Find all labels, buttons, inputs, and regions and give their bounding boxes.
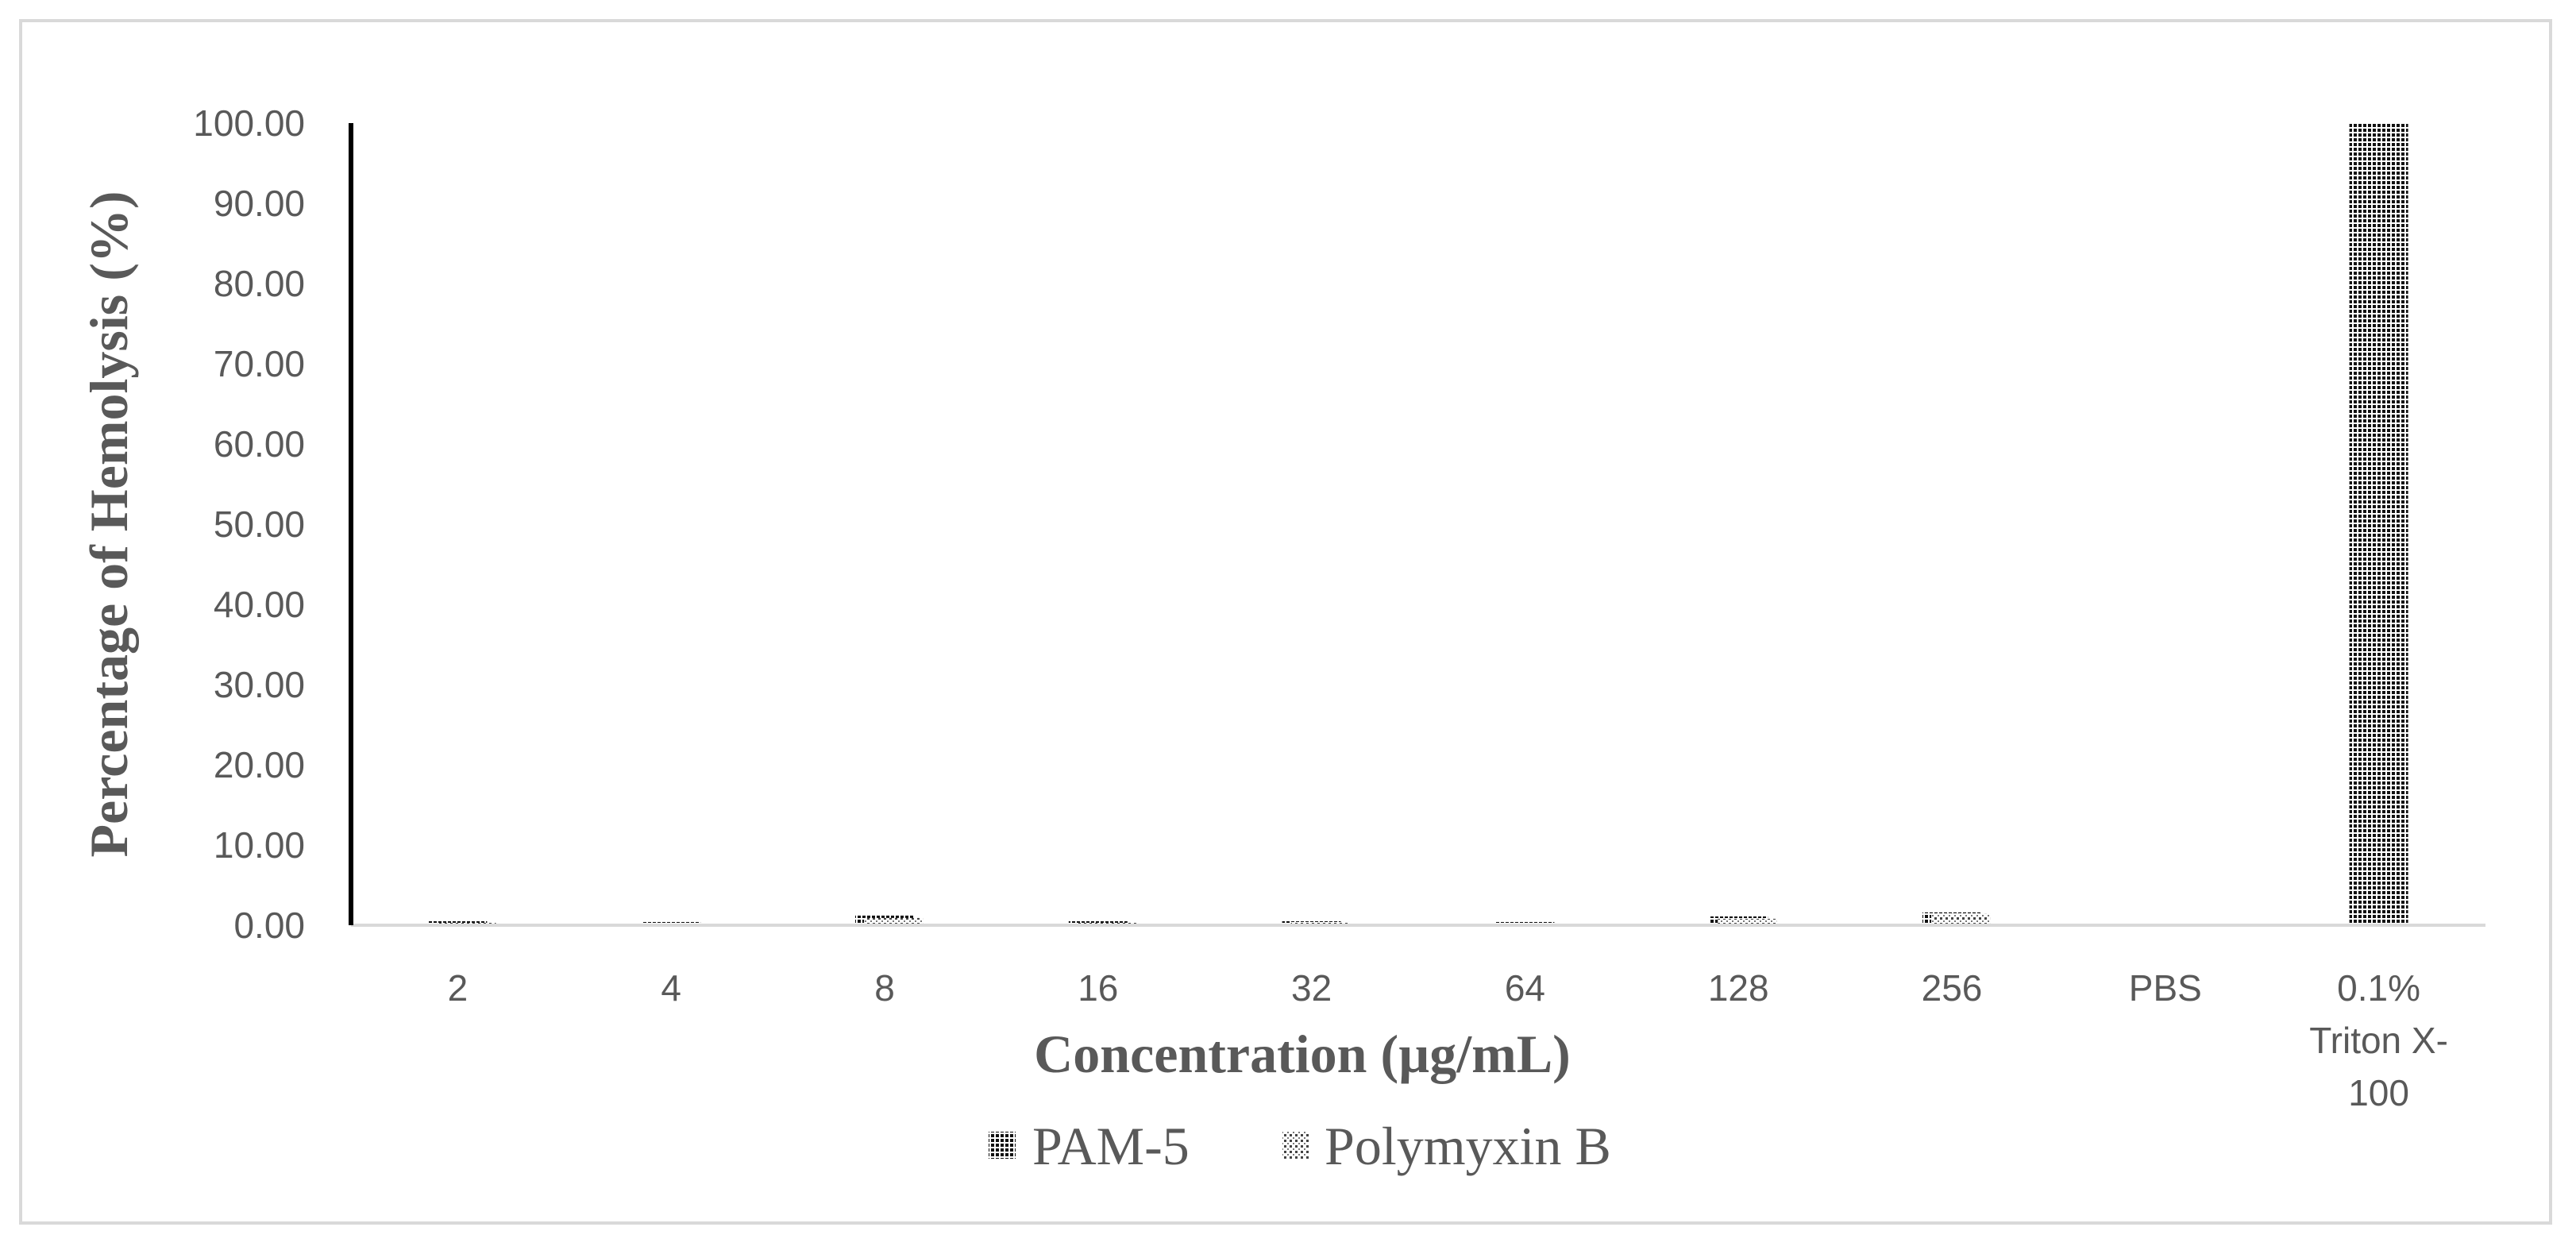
y-tick-label: 0.00 (233, 905, 305, 946)
bar-polymyxin-b (1931, 913, 1991, 925)
y-tick-label: 20.00 (214, 744, 305, 785)
x-tick-label: 4 (661, 967, 681, 1009)
x-tick-label: 256 (1922, 967, 1983, 1009)
bar-pam-5 (642, 921, 701, 925)
x-tick-label: 128 (1708, 967, 1769, 1009)
y-tick-label: 80.00 (214, 263, 305, 304)
y-tick-label: 100.00 (193, 102, 305, 144)
chart-frame (19, 19, 2552, 1225)
y-tick-label: 90.00 (214, 183, 305, 224)
y-axis-title: Percentage of Hemolysis (%) (79, 191, 139, 857)
x-tick-label: 8 (874, 967, 895, 1009)
y-tick-label: 60.00 (214, 423, 305, 465)
legend-swatch (1282, 1132, 1309, 1159)
y-tick-label: 70.00 (214, 343, 305, 384)
y-tick-label: 50.00 (214, 504, 305, 545)
x-axis-ticks: 2 4 8 16 32 64 128 256 PBS 0.1% Triton X-100 (448, 967, 2448, 1113)
bar-pam-5 (2349, 123, 2408, 925)
legend-label: Polymyxin B (1325, 1116, 1611, 1176)
x-tick-label: PBS (2129, 967, 2202, 1009)
y-tick-label: 40.00 (214, 584, 305, 625)
x-tick-label: 32 (1291, 967, 1332, 1009)
legend: PAM-5 Polymyxin B (989, 1116, 1611, 1176)
legend-label: PAM-5 (1032, 1116, 1190, 1176)
x-tick-label: 2 (448, 967, 469, 1009)
x-tick-label: 16 (1078, 967, 1118, 1009)
x-tick-label: 0.1% Triton X-100 (2309, 967, 2448, 1113)
bar-pam-5 (1495, 921, 1555, 925)
y-axis-ticks: 0.00 10.00 20.00 30.00 40.00 50.00 60.00 70.00 8… (193, 102, 305, 946)
y-tick-label: 10.00 (214, 824, 305, 866)
bars (428, 123, 2408, 926)
x-tick-label: 64 (1505, 967, 1545, 1009)
legend-swatch (989, 1132, 1016, 1159)
bar-polymyxin-b (1290, 921, 1350, 925)
x-axis-title: Concentration (µg/mL) (1034, 1024, 1571, 1084)
y-tick-label: 30.00 (214, 664, 305, 705)
bar-polymyxin-b (1718, 918, 1777, 925)
bar-polymyxin-b (864, 917, 924, 925)
